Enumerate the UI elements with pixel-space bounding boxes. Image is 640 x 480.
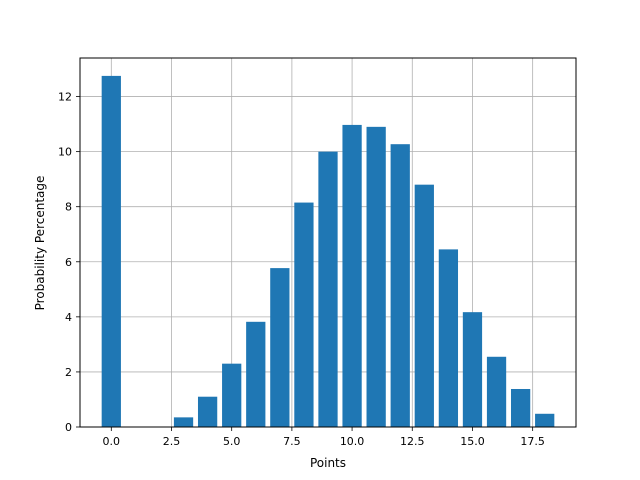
- x-tick-label-5: 12.5: [400, 435, 425, 448]
- y-tick-label-6: 12: [58, 91, 72, 104]
- bar-3: [173, 417, 194, 427]
- bar-12: [390, 144, 410, 428]
- x-tick-label-6: 15.0: [460, 435, 485, 448]
- bar-6: [246, 321, 266, 427]
- bar-0: [101, 75, 121, 427]
- bar-15: [462, 312, 483, 427]
- y-tick-label-2: 4: [65, 311, 72, 324]
- y-tick-label-4: 8: [65, 201, 72, 214]
- x-tick-label-1: 2.5: [163, 435, 181, 448]
- axes-frame: [79, 57, 577, 428]
- x-tick-label-3: 7.5: [283, 435, 301, 448]
- bar-11: [366, 126, 386, 427]
- bar-10: [342, 124, 362, 427]
- x-tick-label-4: 10.0: [340, 435, 365, 448]
- bar-5: [222, 363, 242, 427]
- bar-17: [510, 388, 531, 427]
- bar-18: [535, 413, 555, 427]
- x-axis-label: Points: [310, 456, 346, 470]
- bar-9: [318, 151, 338, 427]
- bar-16: [486, 356, 507, 427]
- x-tick-label-7: 17.5: [520, 435, 545, 448]
- y-tick-label-0: 0: [65, 421, 72, 434]
- bar-7: [270, 268, 290, 427]
- bar-4: [197, 396, 218, 427]
- y-tick-label-5: 10: [58, 146, 72, 159]
- bars: [101, 75, 555, 428]
- bar-13: [414, 184, 434, 427]
- y-axis-ticks: 0 2 4 6 8 10 12: [58, 91, 80, 434]
- x-tick-label-0: 0.0: [103, 435, 121, 448]
- y-axis-label: Probability Percentage: [33, 176, 47, 311]
- bar-14: [438, 249, 459, 427]
- y-tick-label-1: 2: [65, 366, 72, 379]
- bar-8: [294, 202, 314, 427]
- x-axis-ticks: 0.0 2.5 5.0 7.5 10.0 12.5 15.0 17.5: [103, 427, 545, 448]
- x-tick-label-2: 5.0: [223, 435, 241, 448]
- y-tick-label-3: 6: [65, 256, 72, 269]
